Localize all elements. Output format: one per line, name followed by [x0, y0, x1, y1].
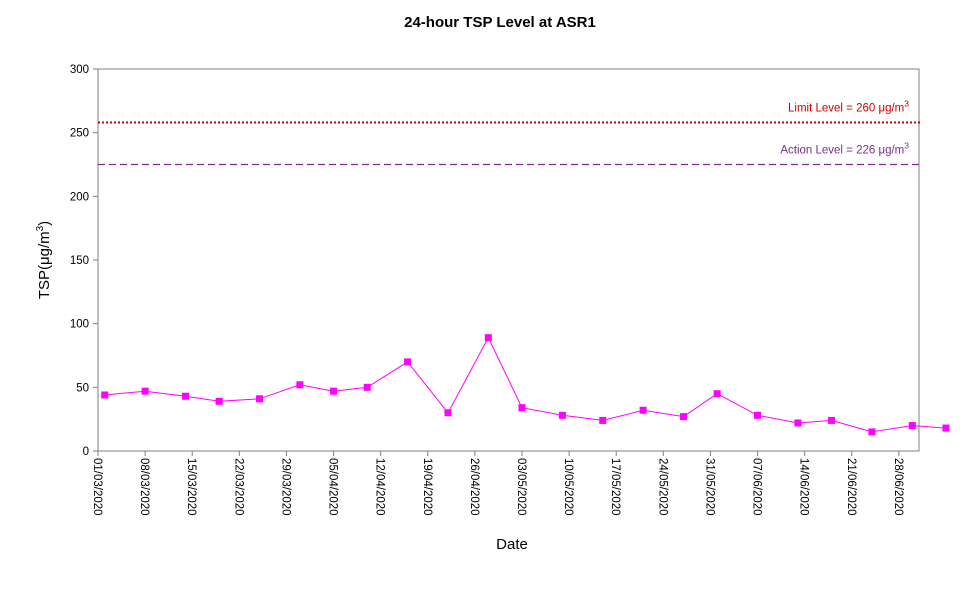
data-point [518, 404, 526, 412]
plot-frame [97, 68, 920, 452]
data-point [908, 422, 916, 430]
x-tick-label: 10/05/2020 [562, 458, 574, 516]
x-tick-label: 14/06/2020 [798, 458, 810, 516]
data-point [215, 397, 223, 405]
y-tick-label: 200 [70, 191, 89, 203]
x-tick-label: 05/04/2020 [327, 458, 339, 516]
reference-line-label: Limit Level = 260 μg/m3 [788, 98, 909, 114]
x-axis-ticks: 01/03/2020 08/03/2020 15/03/2020 22/03/2020… [91, 451, 904, 516]
data-point [599, 416, 607, 424]
data-point [680, 413, 688, 421]
data-point [101, 391, 109, 399]
x-axis-label: Date [496, 536, 528, 553]
x-tick-label: 08/03/2020 [138, 458, 150, 516]
x-tick-label: 12/04/2020 [374, 458, 386, 516]
x-tick-label: 03/05/2020 [515, 458, 527, 516]
x-tick-label: 28/06/2020 [892, 458, 904, 516]
y-tick-label: 150 [70, 255, 89, 267]
data-point [639, 406, 647, 414]
data-point [868, 428, 876, 436]
x-tick-label: 31/05/2020 [703, 458, 715, 516]
data-point [794, 419, 802, 427]
y-tick-label: 250 [70, 128, 89, 140]
data-point [141, 387, 149, 395]
plot-area: 0 50 100 150 200 250 300 01/03/2020 08/03/2020 1… [70, 64, 950, 516]
reference-line-label: Action Level = 226 μg/m3 [780, 141, 909, 157]
x-tick-label: 26/04/2020 [468, 458, 480, 516]
series-line [104, 336, 947, 433]
x-tick-label: 15/03/2020 [185, 458, 197, 516]
reference-lines: Limit Level = 260 μg/m3 Action Level = 22… [98, 98, 921, 166]
data-point [296, 381, 304, 389]
x-tick-label: 22/03/2020 [232, 458, 244, 516]
y-axis-label-main: TSP( [36, 265, 53, 299]
x-tick-label: 24/05/2020 [656, 458, 668, 516]
data-point [363, 383, 371, 391]
data-point [181, 392, 189, 400]
y-tick-label: 0 [83, 446, 89, 458]
series-layer [101, 334, 950, 436]
chart-title: 24-hour TSP Level at ASR1 [404, 14, 596, 31]
x-tick-label: 01/03/2020 [91, 458, 103, 516]
y-tick-label: 100 [70, 319, 89, 331]
y-axis-label-unit: μg/m [36, 231, 53, 265]
data-point [256, 395, 264, 403]
x-tick-label: 19/04/2020 [421, 458, 433, 516]
data-point [484, 334, 492, 342]
y-tick-label: 50 [76, 382, 89, 394]
x-tick-label: 17/05/2020 [609, 458, 621, 516]
y-axis-label-sup: 3 [35, 225, 46, 231]
data-point [754, 411, 762, 419]
y-axis-ticks: 0 50 100 150 200 250 300 [70, 64, 98, 458]
x-tick-label: 21/06/2020 [845, 458, 857, 516]
y-axis-label: TSP(μg/m3) [35, 221, 53, 299]
data-point [404, 358, 412, 366]
y-tick-label: 300 [70, 64, 89, 76]
data-point [942, 424, 950, 432]
data-point [828, 416, 836, 424]
x-tick-label: 07/06/2020 [751, 458, 763, 516]
y-axis-label-close: ) [36, 221, 53, 226]
data-point [444, 409, 452, 417]
data-point [558, 411, 566, 419]
data-point [330, 387, 338, 395]
x-tick-label: 29/03/2020 [279, 458, 291, 516]
data-point [713, 390, 721, 398]
